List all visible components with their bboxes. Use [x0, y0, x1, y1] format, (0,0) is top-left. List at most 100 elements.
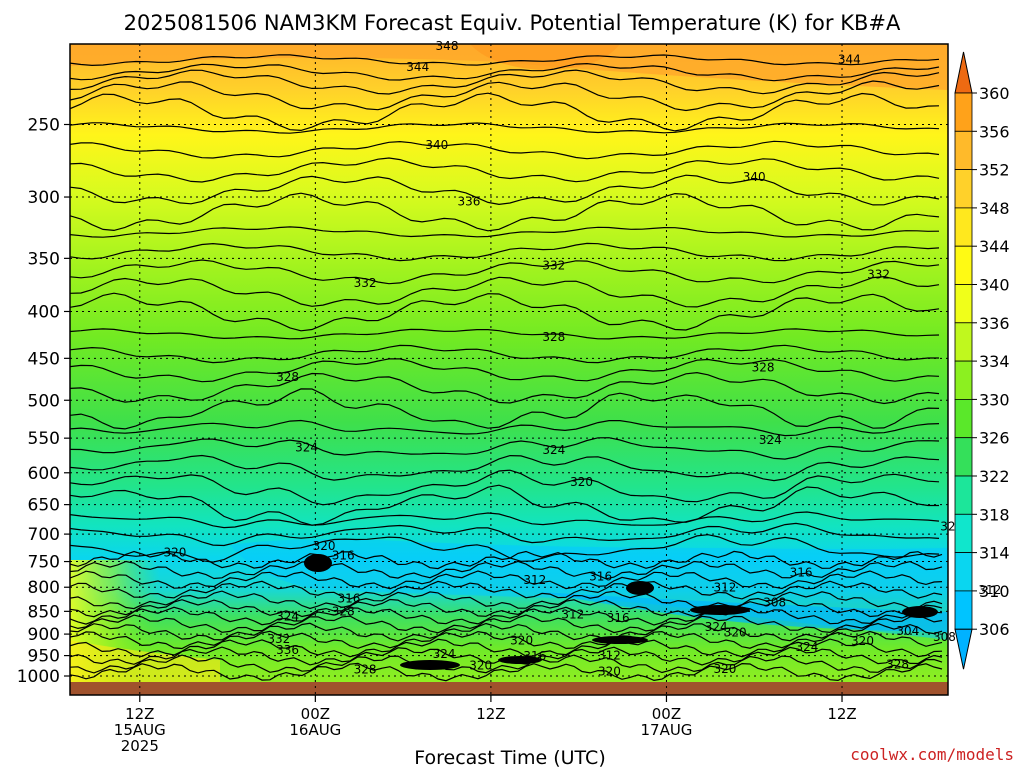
- contour-label: 340: [425, 138, 448, 152]
- contour-label: 324: [295, 440, 318, 454]
- contour-line: [70, 192, 940, 232]
- chart-title: 2025081506 NAM3KM Forecast Equiv. Potent…: [124, 11, 901, 35]
- credit-link[interactable]: coolwx.com/models: [850, 745, 1014, 764]
- colorbar-tick-label: 314: [979, 544, 1010, 563]
- y-tick-label: 300: [28, 188, 60, 208]
- contour-line: [70, 62, 940, 82]
- contour-line: [70, 344, 939, 364]
- contour-line: [70, 560, 943, 580]
- y-tick-label: 550: [28, 429, 60, 449]
- contour-label: 320: [510, 633, 533, 647]
- colorbar-tick-label: 330: [979, 390, 1010, 409]
- contour-label: 344: [838, 52, 861, 66]
- contour-line: [70, 92, 940, 132]
- colorbar-swatch: [954, 207, 973, 247]
- contour-label: 308: [763, 595, 786, 609]
- contour-label: 324: [542, 443, 565, 457]
- contour-line: [70, 484, 939, 526]
- y-tick-label: 500: [28, 391, 60, 411]
- contour-label: 316: [523, 649, 546, 663]
- contour-label: 328: [752, 361, 775, 375]
- x-tick-label: 16AUG: [289, 721, 341, 739]
- colorbar-tick-label: 344: [979, 237, 1010, 256]
- contour-label: 312: [561, 608, 584, 622]
- contour-line: [70, 614, 943, 634]
- contour-label: 328: [542, 330, 565, 344]
- contour-line: [70, 511, 940, 529]
- contour-label: 320: [163, 545, 186, 559]
- colorbar-swatch: [954, 398, 973, 439]
- y-tick-label: 650: [28, 496, 60, 516]
- contour-line: [70, 638, 943, 658]
- contour-label: 324: [276, 609, 299, 623]
- colorbar-tick-label: 360: [979, 84, 1010, 103]
- contour-label: 316: [338, 592, 361, 606]
- contour-line: [70, 522, 940, 547]
- contour-line: [70, 358, 940, 383]
- y-tick-label: 350: [28, 249, 60, 269]
- contour-line: [70, 174, 940, 206]
- contour-line: [70, 454, 940, 482]
- contour-line: [70, 275, 940, 308]
- x-tick-label: 00Z: [301, 705, 330, 723]
- colorbar-tick-label: 322: [979, 467, 1010, 486]
- colorbar-tick-label: 352: [979, 161, 1010, 180]
- contour-label: 312: [978, 583, 1001, 597]
- contour-label: 308: [933, 630, 956, 644]
- x-tick-label: 00Z: [652, 705, 681, 723]
- contour-line: [70, 580, 943, 600]
- contour-line: [70, 388, 940, 430]
- colorbar-tick-label: 326: [979, 429, 1010, 448]
- dense-contour-blob: [690, 605, 750, 615]
- grid-lines: [70, 44, 948, 695]
- colorbar-tick-label: 336: [979, 314, 1010, 333]
- contour-line: [70, 630, 943, 650]
- x-tick-label: 12Z: [476, 705, 505, 723]
- colorbar: 360 356 352 348 344 340 336 334 330 326 322 318 314 3…: [954, 51, 1010, 670]
- contour-label: 320: [570, 475, 593, 489]
- colorbar-tick-label: 318: [979, 505, 1010, 524]
- colorbar-tick-label: 356: [979, 122, 1010, 141]
- contour-label: 312: [598, 648, 621, 662]
- colorbar-tick-label: 306: [979, 620, 1010, 639]
- contour-label: 316: [589, 570, 612, 584]
- colorbar-tick-label: 310: [979, 582, 1010, 601]
- contour-label: 328: [354, 663, 377, 677]
- contour-line: [70, 550, 943, 570]
- dense-contour-blob: [304, 554, 332, 572]
- y-tick-label: 900: [28, 625, 60, 645]
- contour-label: 304: [896, 624, 919, 638]
- colorbar-swatch: [954, 169, 973, 209]
- contour-label: 320: [724, 625, 747, 639]
- contour-label: 324: [705, 620, 728, 634]
- contour-label: 312: [714, 581, 737, 595]
- colorbar-swatch: [954, 130, 973, 171]
- contour-line: [70, 371, 940, 405]
- y-tick-label: 850: [28, 602, 60, 622]
- x-tick-label: 2025: [121, 737, 159, 755]
- contour-line: [70, 437, 940, 460]
- contour-line: [70, 292, 940, 332]
- contour-lines: [70, 54, 943, 682]
- colorbar-tick-label: 348: [979, 199, 1010, 218]
- colorbar-top-arrow: [954, 51, 973, 94]
- dense-contour-blob: [626, 581, 654, 595]
- x-tick-label: 12Z: [125, 705, 154, 723]
- colorbar-swatch: [954, 360, 973, 400]
- contour-line: [70, 80, 940, 112]
- contour-label: 320: [469, 659, 492, 673]
- colorbar-tick-label: 340: [979, 276, 1010, 295]
- contour-line: [70, 622, 943, 642]
- contour-line: [70, 69, 940, 95]
- x-axis-label: Forecast Time (UTC): [414, 747, 605, 768]
- contour-label: 332: [267, 632, 290, 646]
- contour-line: [70, 662, 943, 682]
- plot-frame: [69, 43, 949, 696]
- contour-label: 328: [332, 604, 355, 618]
- x-tick-label: 15AUG: [114, 721, 166, 739]
- colorbar-swatch: [954, 552, 973, 592]
- y-tick-label: 250: [28, 116, 60, 136]
- contour-label: 332: [867, 267, 890, 281]
